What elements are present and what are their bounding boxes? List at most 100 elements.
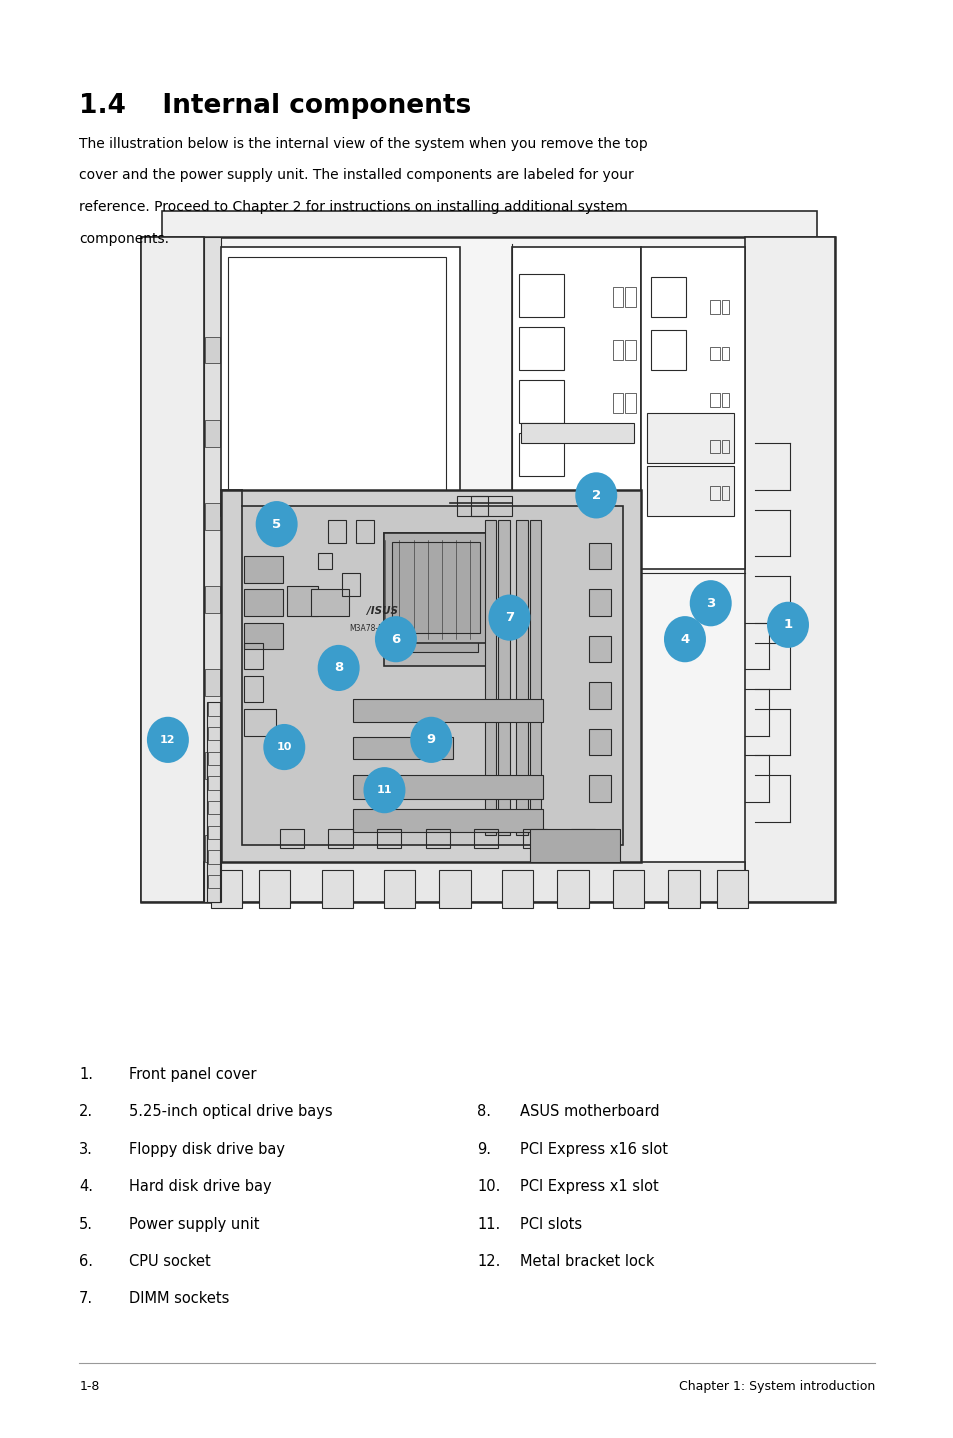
Bar: [353, 736, 453, 759]
Bar: [474, 828, 497, 848]
Bar: [221, 490, 639, 861]
Ellipse shape: [689, 580, 731, 627]
Bar: [501, 870, 533, 909]
Bar: [529, 519, 540, 835]
Bar: [588, 590, 611, 615]
Text: 3.: 3.: [79, 1142, 93, 1156]
Circle shape: [726, 296, 736, 311]
Bar: [355, 519, 374, 544]
Text: 6.: 6.: [79, 1254, 93, 1268]
Ellipse shape: [488, 594, 530, 641]
Text: 12.: 12.: [476, 1254, 500, 1268]
Bar: [588, 729, 611, 755]
Bar: [287, 587, 317, 615]
Bar: [394, 546, 477, 653]
Bar: [208, 752, 219, 765]
Bar: [244, 676, 262, 702]
Bar: [205, 503, 219, 529]
Bar: [259, 870, 290, 909]
Text: 12: 12: [160, 735, 175, 745]
Bar: [529, 828, 619, 861]
Bar: [743, 237, 834, 902]
Bar: [624, 394, 635, 413]
Circle shape: [176, 237, 190, 257]
Bar: [244, 709, 276, 736]
Bar: [383, 533, 487, 666]
Bar: [650, 331, 685, 370]
Text: 7: 7: [504, 611, 514, 624]
Circle shape: [778, 870, 793, 893]
Bar: [205, 336, 219, 364]
Bar: [721, 440, 728, 453]
Bar: [516, 519, 527, 835]
Bar: [141, 237, 203, 902]
Bar: [512, 247, 639, 503]
Ellipse shape: [147, 716, 189, 764]
Bar: [205, 669, 219, 696]
Circle shape: [221, 506, 234, 526]
Text: M3A78-EM: M3A78-EM: [349, 624, 390, 633]
Ellipse shape: [575, 472, 617, 519]
Bar: [588, 544, 611, 569]
Text: 1.: 1.: [79, 1067, 93, 1081]
Text: PCI Express x16 slot: PCI Express x16 slot: [519, 1142, 667, 1156]
FancyBboxPatch shape: [150, 710, 177, 749]
Bar: [647, 413, 734, 463]
Text: 1-8: 1-8: [79, 1380, 99, 1393]
FancyBboxPatch shape: [150, 416, 177, 454]
FancyBboxPatch shape: [150, 298, 177, 336]
Circle shape: [480, 838, 494, 858]
Bar: [487, 247, 529, 267]
Bar: [383, 870, 415, 909]
Bar: [518, 273, 563, 316]
Bar: [162, 211, 817, 283]
Bar: [205, 587, 219, 613]
FancyBboxPatch shape: [150, 592, 177, 631]
Text: CPU socket: CPU socket: [129, 1254, 211, 1268]
Bar: [612, 341, 622, 360]
Bar: [244, 557, 283, 582]
Bar: [557, 870, 588, 909]
Text: 7.: 7.: [79, 1291, 93, 1306]
Bar: [425, 828, 450, 848]
Bar: [208, 850, 219, 864]
Bar: [588, 683, 611, 709]
Bar: [696, 247, 737, 267]
Bar: [208, 825, 219, 838]
Circle shape: [253, 485, 265, 502]
Text: PCI Express x1 slot: PCI Express x1 slot: [519, 1179, 658, 1194]
Bar: [612, 288, 622, 308]
Bar: [203, 861, 743, 902]
Bar: [207, 702, 220, 902]
Bar: [376, 828, 401, 848]
Bar: [709, 347, 720, 360]
Text: Floppy disk drive bay: Floppy disk drive bay: [129, 1142, 285, 1156]
Text: DIMM sockets: DIMM sockets: [129, 1291, 229, 1306]
Ellipse shape: [363, 766, 405, 814]
Text: 2: 2: [591, 489, 600, 502]
Bar: [484, 519, 496, 835]
Bar: [279, 828, 304, 848]
Bar: [141, 237, 834, 902]
Bar: [557, 247, 598, 267]
Bar: [497, 519, 510, 835]
Text: 1: 1: [782, 618, 792, 631]
Text: 8: 8: [334, 661, 343, 674]
FancyBboxPatch shape: [150, 475, 177, 513]
Text: Chapter 1: System introduction: Chapter 1: System introduction: [678, 1380, 874, 1393]
Text: 4.: 4.: [79, 1179, 93, 1194]
Text: cover and the power supply unit. The installed components are labeled for your: cover and the power supply unit. The ins…: [79, 168, 633, 183]
Bar: [328, 828, 353, 848]
FancyBboxPatch shape: [150, 357, 177, 395]
Text: 5.25-inch optical drive bays: 5.25-inch optical drive bays: [129, 1104, 332, 1119]
Text: reference. Proceed to Chapter 2 for instructions on installing additional system: reference. Proceed to Chapter 2 for inst…: [79, 200, 627, 214]
Bar: [518, 380, 563, 423]
Text: 5.: 5.: [79, 1217, 93, 1231]
Bar: [321, 870, 353, 909]
Text: 1.4    Internal components: 1.4 Internal components: [79, 93, 471, 119]
Bar: [588, 636, 611, 663]
Text: 11.: 11.: [476, 1217, 499, 1231]
Bar: [624, 288, 635, 308]
Text: 6: 6: [391, 633, 400, 646]
Circle shape: [643, 390, 653, 404]
